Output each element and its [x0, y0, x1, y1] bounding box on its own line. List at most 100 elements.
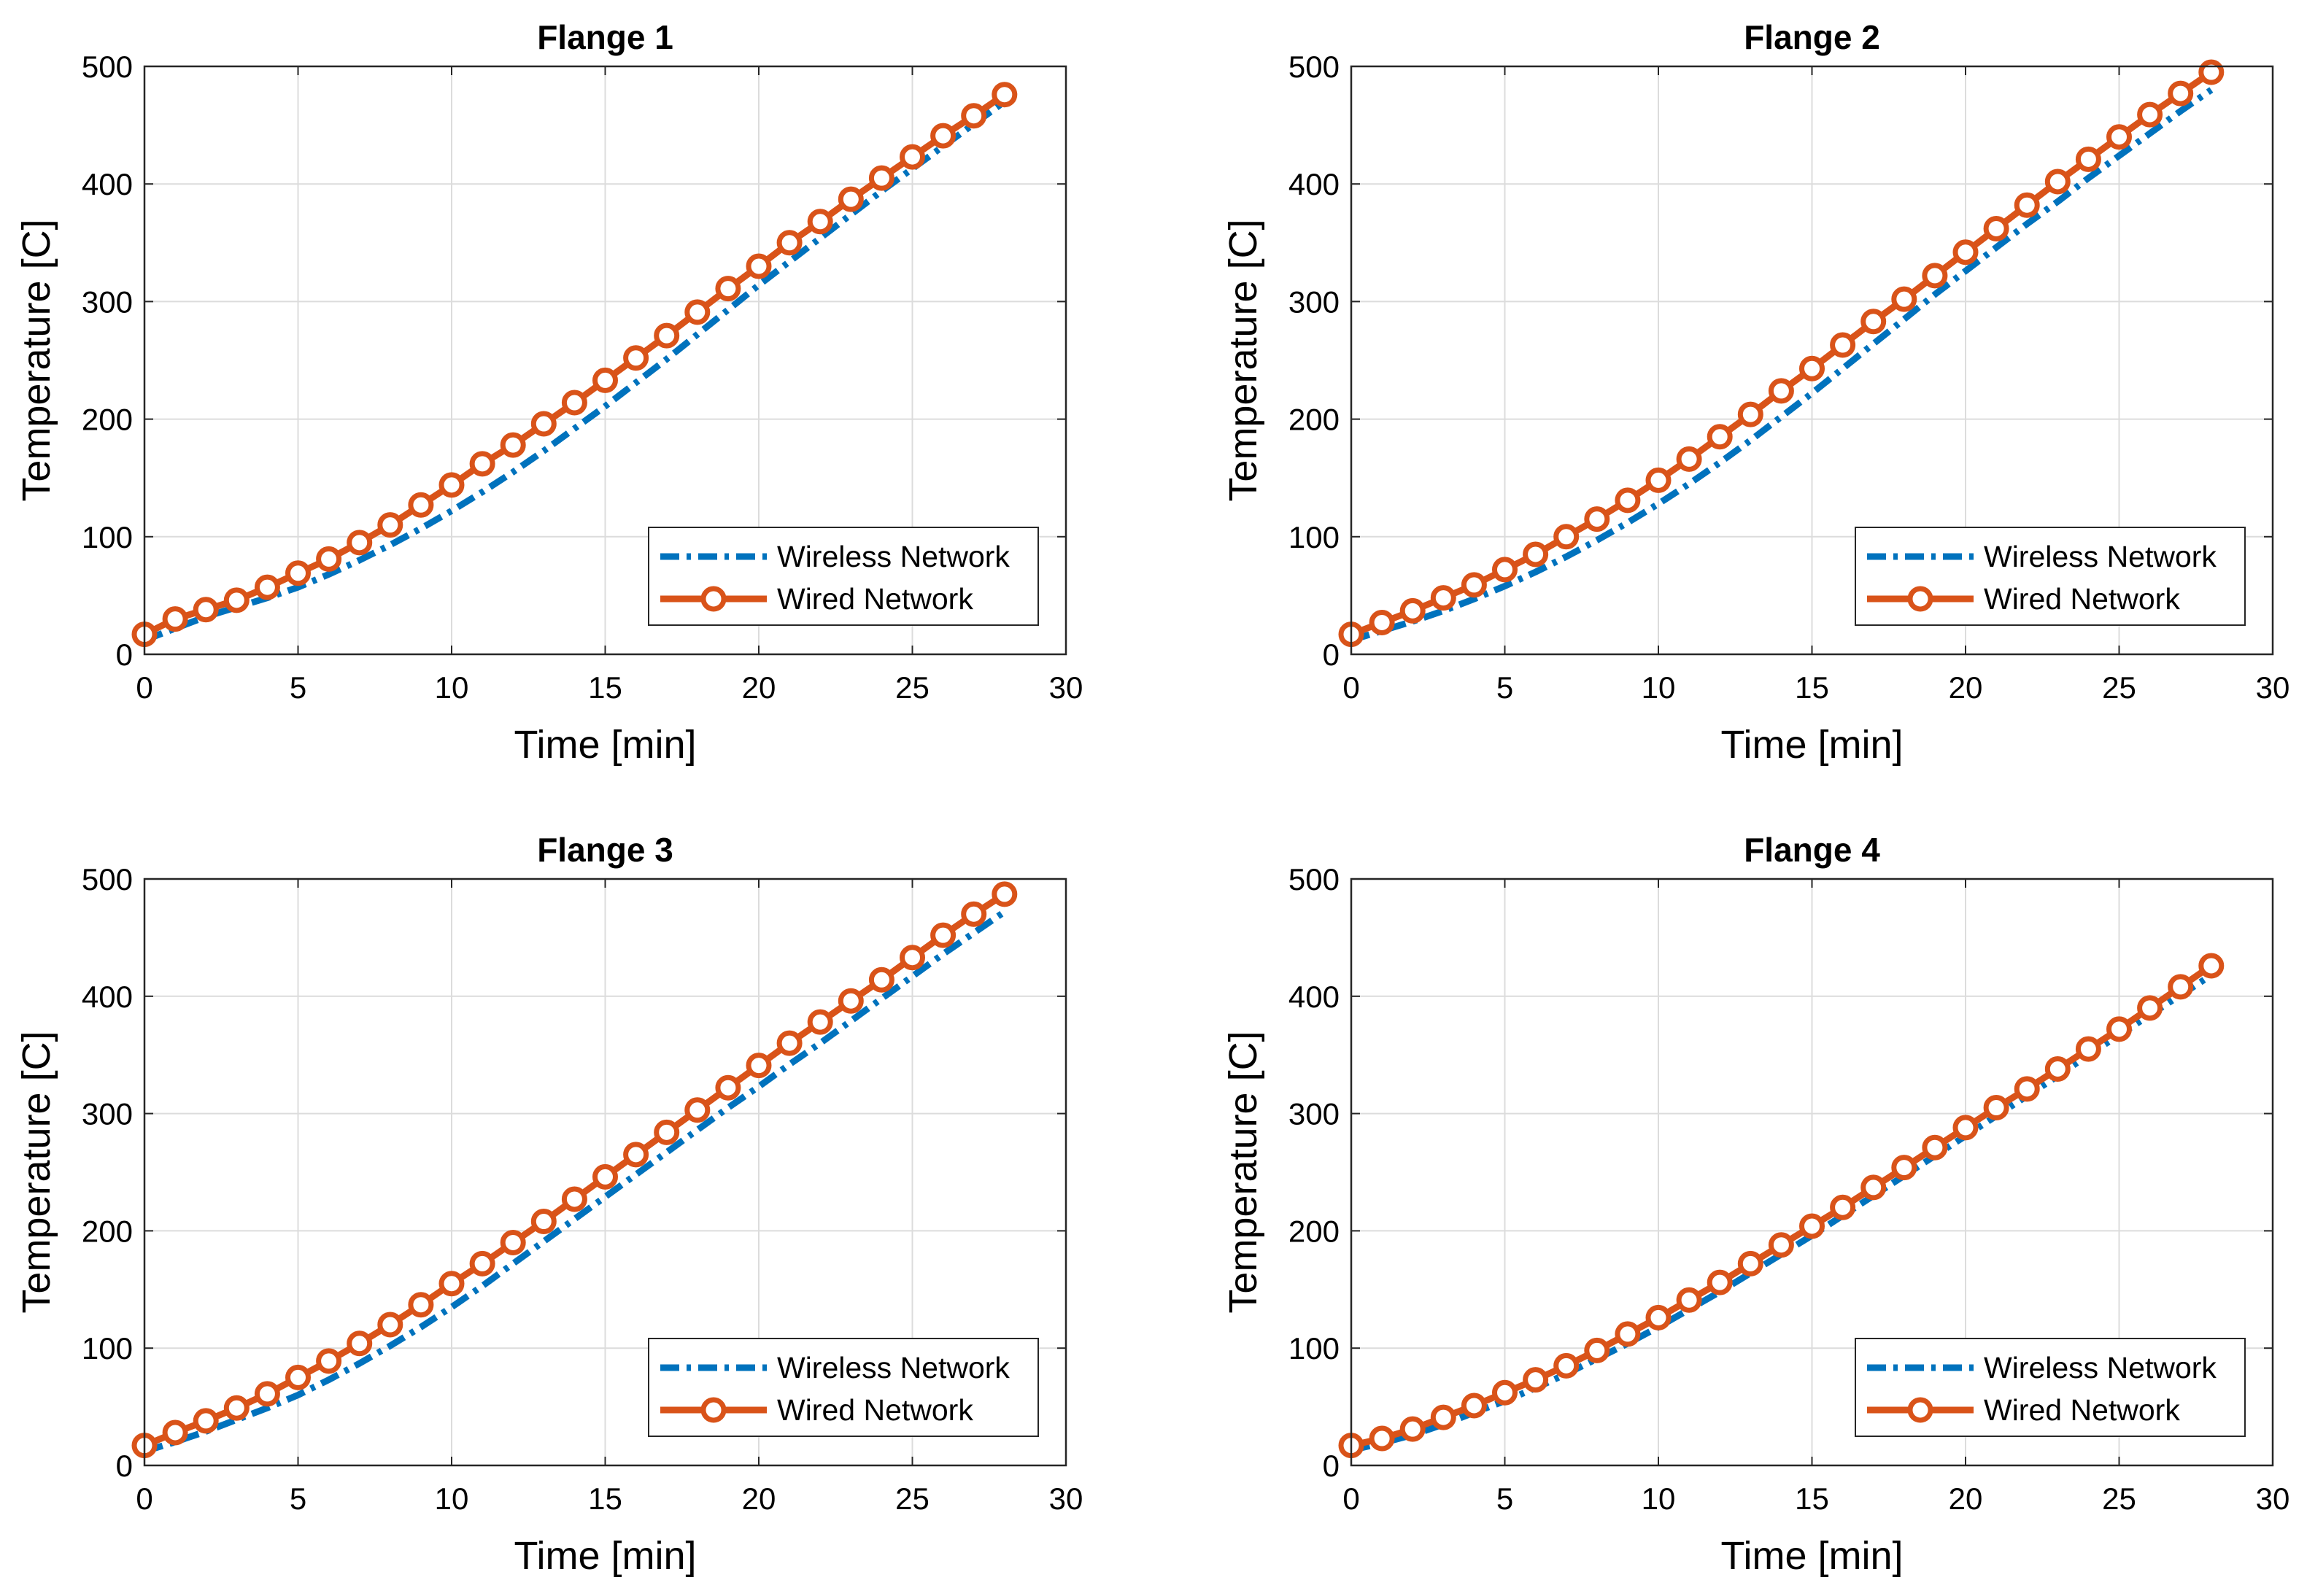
y-tick-label: 100 [1288, 1331, 1340, 1365]
legend-wired-label: Wired Network [1984, 1393, 2180, 1427]
wired-marker [193, 597, 219, 623]
legend-wired-label: Wired Network [1984, 582, 2180, 616]
x-tick-label: 30 [2256, 1481, 2290, 1516]
x-tick-label: 20 [1949, 1481, 1983, 1516]
wired-marker [285, 1364, 311, 1390]
x-tick-label: 20 [1949, 670, 1983, 705]
wired-marker [254, 1381, 280, 1407]
wired-marker [1645, 1304, 1672, 1330]
chart-title: Flange 3 [537, 831, 673, 869]
wired-marker [1707, 424, 1733, 450]
y-tick-label: 500 [82, 50, 133, 84]
wired-marker [961, 901, 987, 927]
x-tick-label: 5 [1496, 670, 1513, 705]
x-tick-label: 10 [1642, 1481, 1676, 1516]
axes-box [1350, 65, 2274, 656]
series-wireless-line [143, 909, 1007, 1455]
wired-marker [316, 546, 342, 572]
wired-marker [1399, 597, 1426, 624]
wired-marker [377, 1312, 403, 1338]
wired-marker [776, 230, 803, 256]
wired-marker [347, 1330, 373, 1357]
wired-marker [1707, 1269, 1733, 1295]
wired-marker [715, 276, 741, 302]
wired-marker [1830, 332, 1856, 358]
series-wireless-line [1350, 87, 2214, 644]
wired-marker [561, 1186, 587, 1212]
legend-wired-marker [700, 586, 727, 612]
axes-box [143, 65, 1067, 656]
wired-marker [530, 1209, 557, 1235]
legend-wired-label: Wired Network [777, 1393, 973, 1427]
wired-marker [715, 1074, 741, 1101]
y-axis-label: Temperature [C] [1221, 1031, 1265, 1313]
legend-wired-marker [1907, 1397, 1933, 1423]
wired-marker [1952, 239, 1979, 266]
chart-title: Flange 1 [537, 18, 673, 56]
wired-marker [592, 1163, 618, 1190]
wired-marker [408, 492, 434, 518]
x-tick-label: 30 [1049, 1481, 1083, 1516]
wired-marker [1553, 1352, 1580, 1379]
wired-marker [285, 560, 311, 586]
wired-marker [2198, 59, 2225, 85]
wired-marker [1553, 524, 1580, 550]
y-tick-label: 300 [1288, 284, 1340, 319]
legend: Wireless Network Wired Network [1855, 1338, 2246, 1437]
wired-marker [2044, 168, 2071, 195]
wired-marker [408, 1292, 434, 1318]
x-tick-label: 0 [136, 1481, 152, 1516]
legend-wired-marker [700, 1397, 727, 1423]
wired-marker [162, 606, 188, 632]
wired-marker [807, 1009, 833, 1035]
x-tick-label: 25 [895, 670, 930, 705]
wired-marker [2075, 1036, 2101, 1062]
y-tick-label: 200 [82, 403, 133, 437]
y-tick-label: 400 [1288, 980, 1340, 1014]
wired-marker [592, 367, 618, 393]
wired-marker [561, 390, 587, 416]
x-tick-label: 5 [290, 1481, 306, 1516]
wired-marker [1799, 1213, 1825, 1239]
wired-marker [1768, 378, 1794, 404]
legend-wireless-label: Wireless Network [777, 540, 1010, 573]
legend-wireless-label: Wireless Network [1984, 540, 2217, 573]
wired-marker [1737, 401, 1763, 427]
y-axis-label: Temperature [C] [1221, 219, 1265, 501]
wired-marker [1369, 1425, 1395, 1452]
wired-marker [930, 123, 957, 149]
wired-marker [776, 1030, 803, 1056]
wired-marker [530, 411, 557, 437]
wired-marker [992, 82, 1018, 108]
y-tick-label: 300 [82, 284, 133, 319]
axes-box [143, 878, 1067, 1467]
wired-marker [1461, 1392, 1487, 1419]
wired-marker [1430, 1404, 1456, 1430]
wired-marker [900, 144, 925, 170]
wired-marker [316, 1348, 342, 1374]
wired-marker [684, 1097, 711, 1123]
chart-title: Flange 2 [1744, 18, 1880, 56]
x-tick-label: 25 [895, 1481, 930, 1516]
wired-marker [961, 103, 987, 129]
legend-wireless-label: Wireless Network [1984, 1351, 2217, 1384]
x-tick-label: 0 [136, 670, 152, 705]
x-axis-label: Time [min] [514, 1534, 696, 1578]
x-tick-label: 30 [2256, 670, 2290, 705]
y-tick-label: 400 [82, 167, 133, 201]
wired-marker [1768, 1232, 1794, 1258]
x-tick-label: 20 [742, 670, 776, 705]
wired-marker [347, 530, 373, 556]
x-tick-label: 15 [1795, 670, 1829, 705]
wired-marker [2014, 1076, 2040, 1102]
wired-marker [992, 881, 1018, 907]
y-tick-label: 500 [82, 862, 133, 896]
wired-marker [1952, 1115, 1979, 1141]
x-tick-label: 10 [435, 670, 469, 705]
wired-marker [2137, 995, 2163, 1021]
x-tick-label: 25 [2102, 670, 2136, 705]
